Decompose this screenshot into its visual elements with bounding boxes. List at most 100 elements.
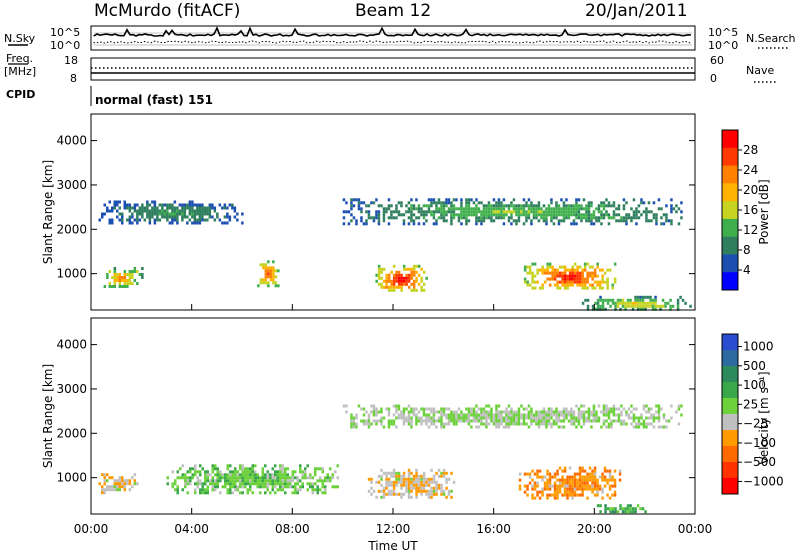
power-echo-cell (575, 216, 578, 220)
power-echo-cell (188, 206, 192, 210)
power-echo-cell (360, 216, 363, 220)
velocity-echo-cell (440, 422, 443, 426)
power-echo-cell (651, 298, 655, 302)
power-echo-cell (365, 222, 368, 226)
velocity-echo-cell (216, 479, 219, 483)
velocity-echo-cell (492, 419, 496, 423)
power-echo-cell (604, 307, 607, 311)
power-echo-cell (360, 210, 363, 214)
velocity-echo-cell (397, 492, 401, 496)
power-echo-cell (546, 271, 549, 275)
power-echo-cell (660, 216, 663, 220)
velocity-echo-cell (563, 490, 567, 494)
power-echo-cell (269, 272, 273, 276)
power-echo-cell (600, 213, 603, 217)
velocity-colorbar-tick-label: 1000 (743, 340, 774, 354)
velocity-echo-cell (595, 419, 598, 423)
velocity-echo-cell (407, 492, 411, 496)
velocity-echo-cell (294, 470, 297, 474)
power-echo-cell (380, 282, 383, 286)
velocity-echo-cell (605, 410, 608, 414)
power-echo-cell (609, 298, 612, 302)
velocity-echo-cell (597, 404, 601, 408)
velocity-echo-cell (629, 507, 632, 511)
velocity-echo-cell (204, 470, 207, 474)
velocity-echo-cell (548, 487, 552, 491)
power-echo-cell (495, 204, 498, 208)
velocity-echo-cell (608, 496, 612, 500)
velocity-echo-cell (621, 507, 625, 511)
power-echo-cell (611, 286, 614, 290)
velocity-echo-cell (542, 422, 546, 426)
velocity-echo-cell (365, 410, 368, 414)
velocity-echo-cell (586, 484, 589, 488)
velocity-echo-cell (174, 488, 177, 492)
power-feature (523, 262, 617, 290)
power-echo-cell (594, 301, 597, 305)
velocity-echo-cell (299, 488, 302, 492)
power-echo-cell (662, 213, 666, 217)
velocity-echo-cell (624, 510, 627, 514)
power-echo-cell (123, 200, 126, 204)
power-echo-cell (166, 218, 169, 222)
velocity-echo-cell (517, 416, 521, 420)
velocity-echo-cell (430, 486, 433, 490)
velocity-echo-cell (553, 475, 557, 479)
velocity-echo-cell (650, 422, 653, 426)
velocity-echo-cell (276, 476, 279, 480)
velocity-echo-cell (234, 476, 237, 480)
power-echo-cell (141, 203, 144, 207)
power-echo-cell (191, 206, 194, 210)
velocity-echo-cell (580, 404, 583, 408)
velocity-echo-cell (490, 416, 493, 420)
velocity-echo-cell (545, 422, 548, 426)
velocity-echo-cell (402, 483, 406, 487)
velocity-echo-cell (209, 482, 212, 486)
power-echo-cell (577, 210, 581, 214)
power-echo-cell (360, 207, 363, 211)
velocity-echo-cell (440, 486, 443, 490)
power-echo-cell (188, 200, 192, 204)
velocity-echo-cell (176, 491, 179, 495)
velocity-echo-cell (611, 475, 614, 479)
velocity-echo-cell (405, 480, 408, 484)
velocity-echo-cell (517, 413, 521, 417)
power-echo-cell (556, 283, 559, 287)
velocity-echo-cell (229, 485, 232, 489)
power-echo-cell (395, 216, 398, 220)
velocity-echo-cell (226, 467, 229, 471)
power-echo-cell (562, 201, 566, 205)
power-echo-cell (412, 285, 416, 289)
velocity-echo-cell (101, 491, 104, 495)
power-echo-cell (161, 203, 164, 207)
velocity-echo-cell (566, 493, 569, 497)
power-echo-cell (267, 266, 270, 270)
power-echo-cell (480, 219, 483, 223)
velocity-echo-cell (281, 473, 284, 477)
power-echo-cell (121, 221, 124, 225)
power-echo-cell (531, 274, 534, 278)
velocity-echo-cell (637, 422, 641, 426)
velocity-echo-cell (578, 469, 582, 473)
power-echo-cell (576, 274, 579, 278)
velocity-echo-cell (537, 419, 541, 423)
power-echo-cell (573, 277, 577, 281)
power-echo-cell (410, 213, 413, 217)
velocity-echo-cell (176, 485, 179, 489)
power-echo-cell (611, 301, 615, 305)
power-echo-cell (412, 213, 416, 217)
velocity-echo-cell (420, 492, 423, 496)
power-echo-cell (551, 265, 554, 269)
velocity-echo-cell (309, 482, 312, 486)
velocity-echo-cell (510, 416, 513, 420)
velocity-echo-cell (497, 413, 501, 417)
velocity-echo-cell (179, 476, 182, 480)
velocity-echo-cell (246, 479, 249, 483)
velocity-echo-cell (397, 471, 401, 475)
power-echo-cell (635, 210, 638, 214)
power-echo-cell (525, 216, 528, 220)
power-echo-cell (467, 204, 471, 208)
power-echo-cell (133, 267, 137, 270)
velocity-echo-cell (460, 413, 463, 417)
velocity-echo-cell (605, 425, 608, 429)
